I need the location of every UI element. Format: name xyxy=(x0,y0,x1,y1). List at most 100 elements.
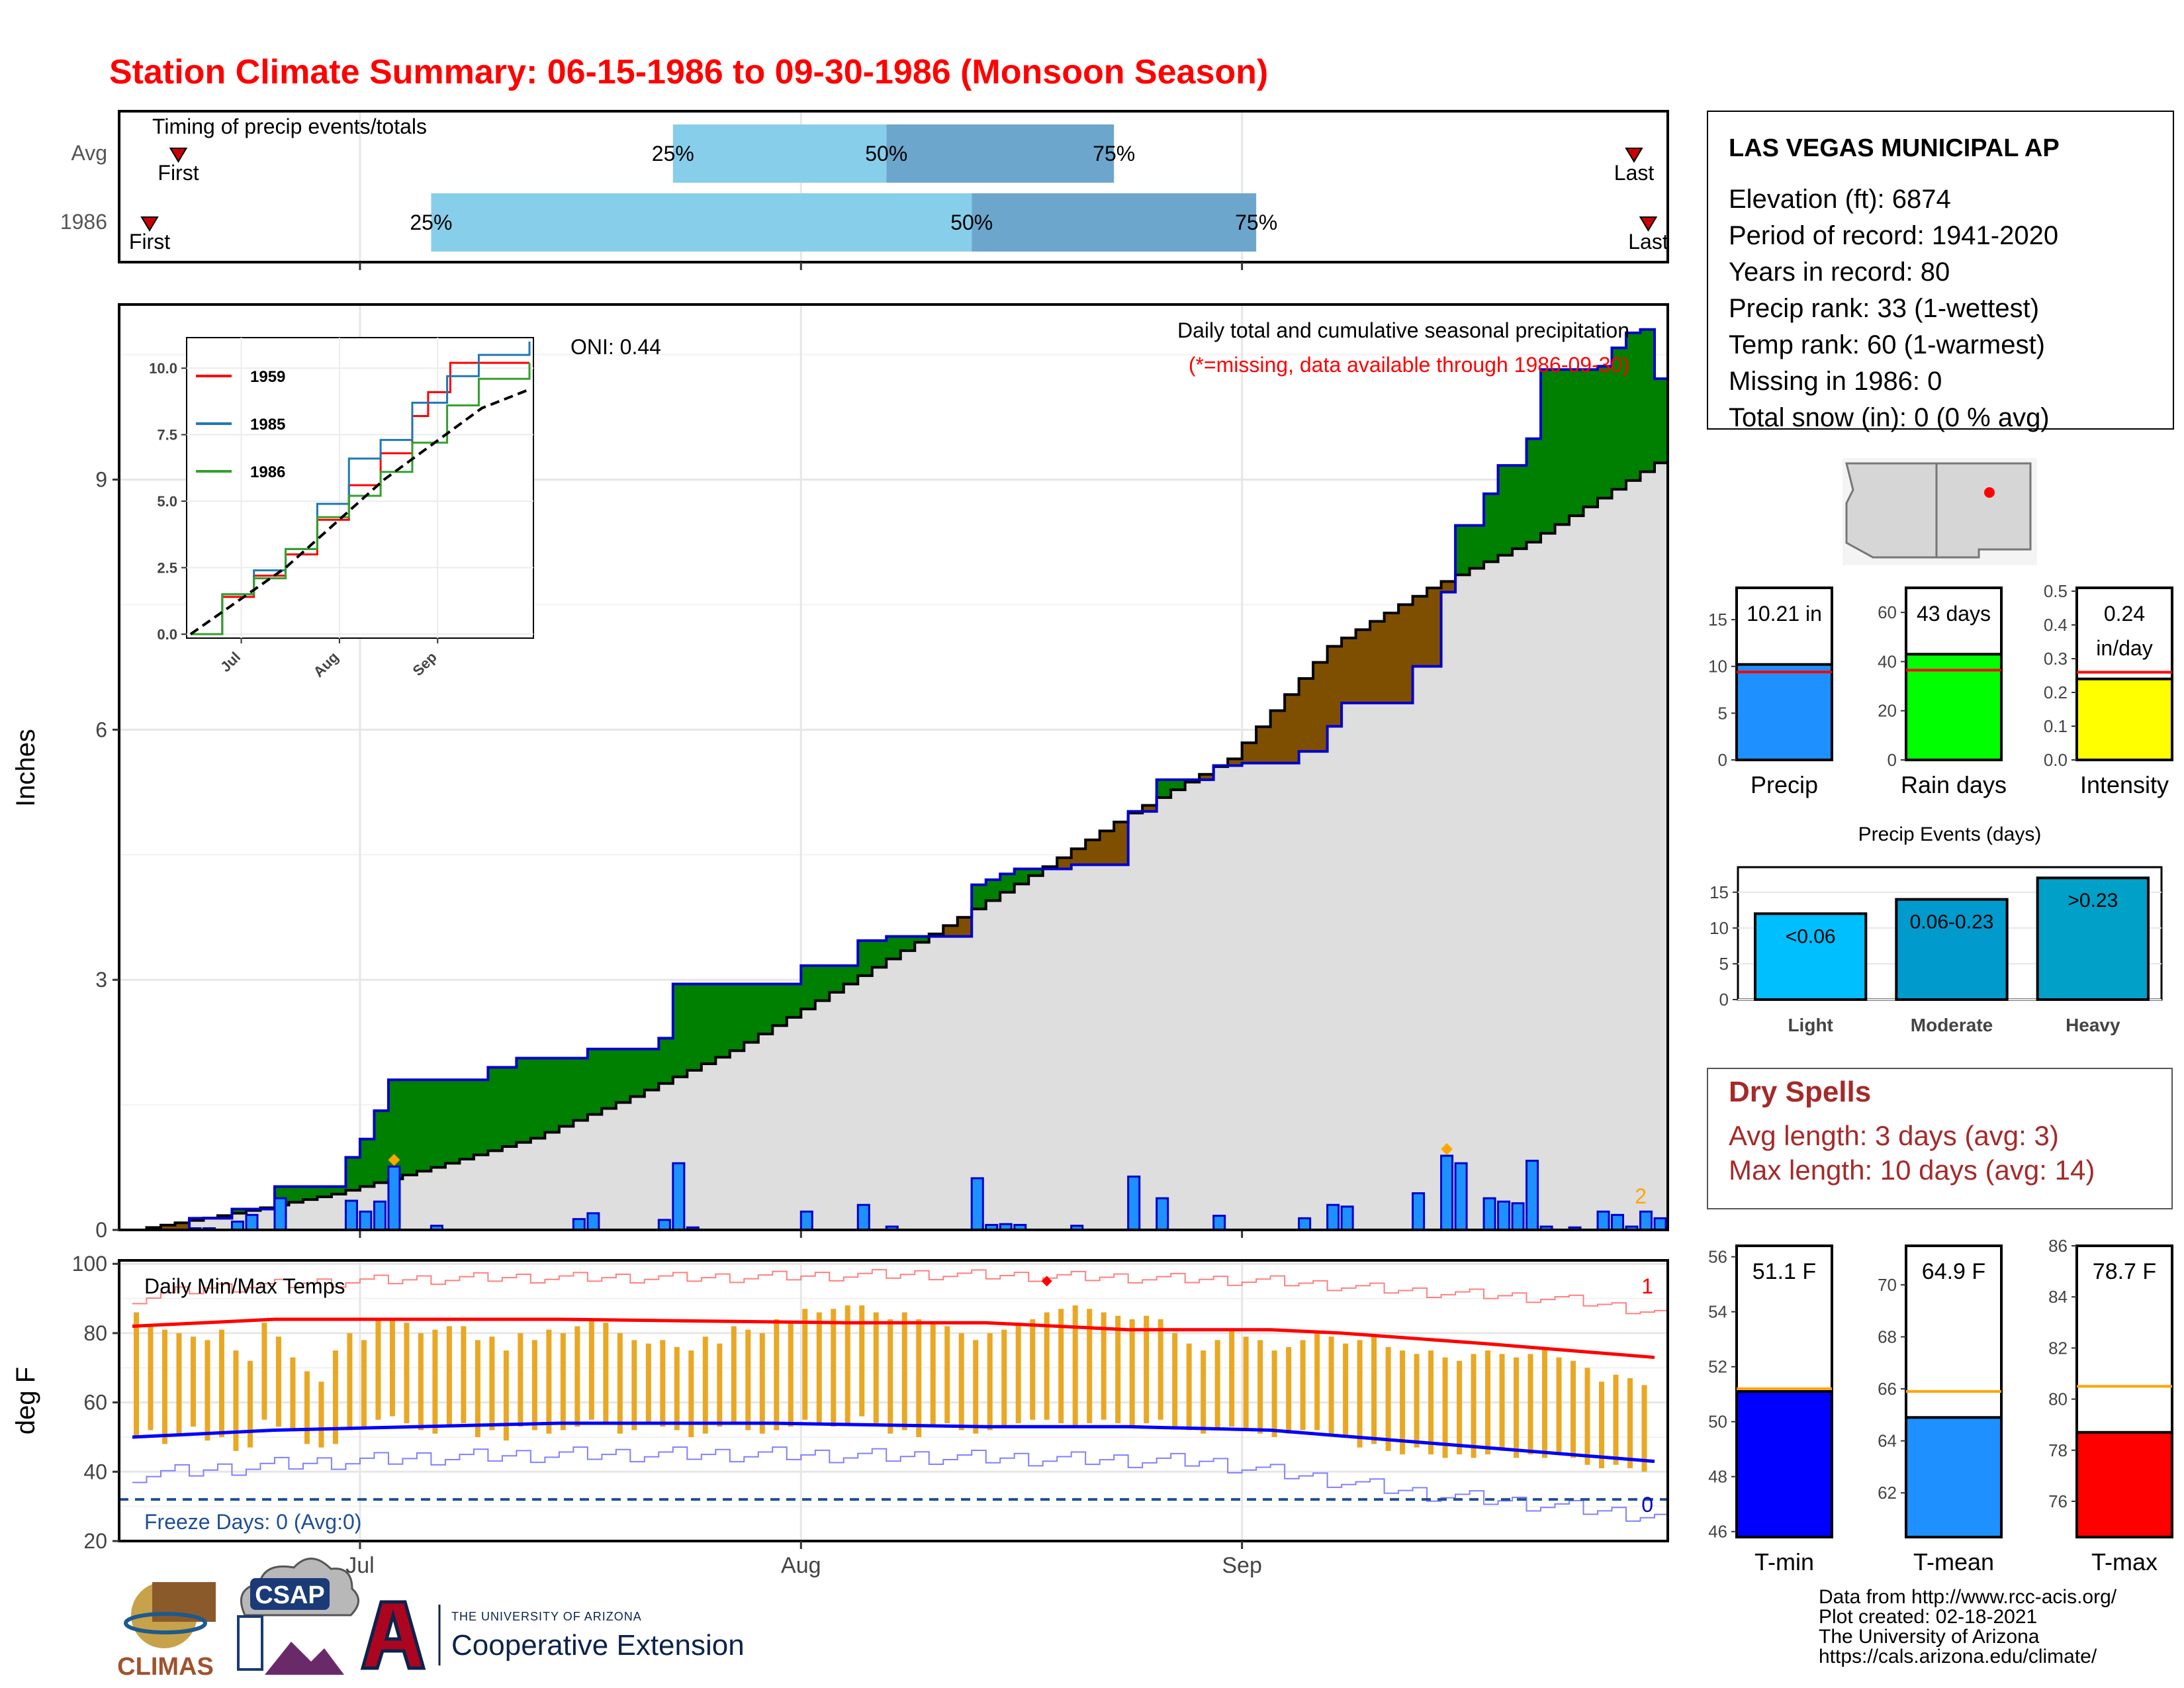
temp-summary-ytick-label-2-3: 82 xyxy=(2048,1338,2068,1358)
daily-temp-bar xyxy=(574,1326,580,1427)
summary-ytick-label-0-2: 10 xyxy=(1708,657,1727,677)
events-value-label-1: 0.06-0.23 xyxy=(1910,912,1994,933)
timing-q25-q50-bar-0 xyxy=(672,124,887,183)
inset-ytick-label-3: 7.5 xyxy=(157,427,177,444)
daily-temp-bar xyxy=(717,1343,723,1427)
below-avg-fill xyxy=(1228,759,1243,766)
daily-temp-bar xyxy=(901,1312,907,1430)
daily-temp-bar xyxy=(247,1360,253,1448)
below-avg-fill xyxy=(943,925,958,937)
above-avg-fill xyxy=(687,984,702,1070)
above-avg-fill xyxy=(701,984,716,1064)
below-avg-fill xyxy=(1242,743,1257,763)
daily-temp-bar xyxy=(1400,1350,1406,1455)
inset-ytick-label-1: 2.5 xyxy=(157,560,177,577)
daily-precip-bar xyxy=(387,1165,401,1231)
footer-line-1: Data from http://www.rcc-acis.org/ xyxy=(1819,1586,2117,1608)
above-avg-fill xyxy=(815,965,830,1001)
daily-precip-bar xyxy=(572,1218,586,1231)
precip-panel: 0 3 6 9 Inches ONI: 0.44 Daily total and cu… xyxy=(11,303,1669,1242)
freeze-days-label: Freeze Days: 0 (Avg:0) xyxy=(144,1510,361,1534)
above-avg-fill xyxy=(473,1080,488,1155)
temp-ytick-label-3: 80 xyxy=(83,1321,107,1345)
daily-temp-bar xyxy=(275,1336,281,1427)
summary-value-label-1-0: 43 days xyxy=(1917,602,1991,626)
daily-temp-bar xyxy=(389,1319,395,1417)
temp-summary-ytick-label-0-0: 46 xyxy=(1708,1522,1727,1542)
above-avg-fill xyxy=(445,1080,460,1164)
footer-line-2: Plot created: 02-18-2021 xyxy=(1819,1606,2037,1628)
timing-q25-q50-bar-1 xyxy=(431,193,972,252)
timing-row-label-1986: 1986 xyxy=(60,210,107,234)
timing-q50-label-1: 50% xyxy=(950,211,993,234)
timing-q50-label-0: 50% xyxy=(865,142,907,165)
summary-ytick-label-0-1: 5 xyxy=(1718,703,1727,723)
daily-temp-bar xyxy=(446,1326,452,1427)
daily-temp-bar xyxy=(603,1323,609,1424)
summary-ytick-label-1-1: 20 xyxy=(1878,701,1897,721)
daily-temp-bar xyxy=(1471,1354,1477,1458)
temp-summary-value-0: 51.1 F xyxy=(1752,1259,1816,1284)
summary-ytick-label-2-2: 0.2 xyxy=(2044,682,2068,702)
daily-temp-bar xyxy=(1243,1336,1249,1430)
station-details: Elevation (ft): 6874 Period of record: 19… xyxy=(1729,185,2058,432)
record-high-marker xyxy=(1041,1276,1052,1287)
precip-ytick-label-0: 0 xyxy=(95,1218,107,1242)
summary-ytick-label-2-3: 0.3 xyxy=(2044,649,2068,669)
daily-temp-bar xyxy=(134,1312,139,1437)
inset-legend-label-2: 1986 xyxy=(250,463,285,481)
below-avg-fill xyxy=(1057,857,1072,869)
record-low-line xyxy=(132,1446,1669,1522)
station-line-5: Missing in 1986: 0 xyxy=(1729,367,1942,396)
above-avg-fill xyxy=(772,984,788,1026)
summary-ytick-label-2-4: 0.4 xyxy=(2044,615,2068,635)
daily-temp-bar xyxy=(916,1319,922,1437)
daily-temp-bar xyxy=(546,1329,552,1434)
daily-precip-bar xyxy=(373,1200,387,1231)
ua-small-text: THE UNIVERSITY OF ARIZONA xyxy=(451,1610,642,1623)
above-avg-fill xyxy=(302,1186,318,1200)
daily-temp-bar xyxy=(205,1340,210,1441)
station-line-1: Period of record: 1941-2020 xyxy=(1729,221,2058,250)
above-avg-fill xyxy=(530,1058,545,1139)
above-avg-fill xyxy=(659,1038,674,1084)
above-avg-fill xyxy=(317,1186,332,1197)
daily-temp-bar xyxy=(987,1333,993,1430)
summary-ytick-label-2-5: 0.5 xyxy=(2044,581,2068,601)
daily-precip-bar xyxy=(1611,1213,1625,1231)
station-location-marker xyxy=(1984,487,1995,498)
timing-first-label-0: First xyxy=(158,161,199,185)
summary-value-label-0-0: 10.21 in xyxy=(1747,602,1822,626)
daily-precip-bar xyxy=(1482,1197,1496,1231)
daily-temp-bar xyxy=(1328,1336,1334,1434)
station-line-3: Precip rank: 33 (1-wettest) xyxy=(1729,294,2039,323)
daily-precip-bar xyxy=(1340,1205,1354,1231)
station-line-0: Elevation (ft): 6874 xyxy=(1729,185,1951,214)
daily-precip-bar xyxy=(1511,1202,1525,1231)
temp-summary-ytick-label-2-1: 78 xyxy=(2048,1440,2068,1460)
below-avg-fill xyxy=(1412,596,1428,667)
above-avg-fill xyxy=(502,1067,517,1147)
record-low-count: 0 xyxy=(1641,1493,1653,1517)
timing-first-marker-1 xyxy=(140,216,159,232)
inset-series xyxy=(187,338,533,638)
above-avg-fill xyxy=(1171,779,1186,790)
events-category-2: Heavy xyxy=(2066,1015,2120,1035)
temp-summary-ytick-label-2-5: 86 xyxy=(2048,1236,2068,1256)
daily-precip-bar xyxy=(1596,1210,1610,1231)
above-avg-fill xyxy=(744,984,759,1043)
temp-ytick-label-4: 100 xyxy=(72,1252,107,1276)
ua-big-text: Cooperative Extension xyxy=(451,1629,745,1662)
daily-temp-bar xyxy=(816,1312,822,1424)
summary-bar-2 xyxy=(2075,677,2173,762)
footer-line-3: The University of Arizona xyxy=(1819,1626,2040,1648)
daily-temp-bar xyxy=(304,1371,310,1444)
temp-summary-ytick-label-0-5: 56 xyxy=(1708,1247,1727,1267)
above-avg-fill xyxy=(587,1049,602,1115)
below-avg-fill xyxy=(1085,839,1101,865)
below-avg-fill xyxy=(957,917,972,937)
above-avg-fill xyxy=(900,936,915,951)
dry-spells-avg-length: Avg length: 3 days (avg: 3) xyxy=(1729,1120,2059,1151)
events-ytick-label-2: 10 xyxy=(1709,918,1729,938)
